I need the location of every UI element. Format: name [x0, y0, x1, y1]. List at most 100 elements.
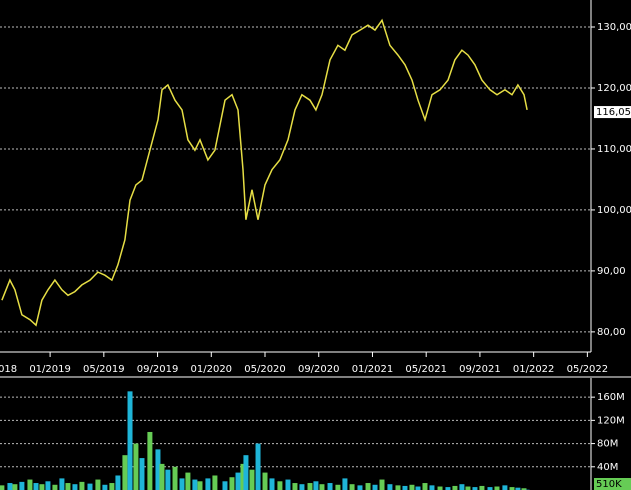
volume-bar	[299, 484, 305, 490]
volume-bar	[521, 488, 527, 490]
y-tick-label: 80,00	[597, 327, 626, 338]
volume-bar	[243, 455, 249, 490]
volume-bar	[402, 485, 408, 490]
volume-bar	[269, 478, 275, 490]
volume-bar	[159, 463, 165, 490]
volume-bar	[240, 463, 246, 490]
volume-bar	[307, 483, 313, 490]
volume-bar	[409, 484, 415, 490]
volume-bar	[39, 484, 45, 490]
volume-bar	[33, 483, 39, 490]
x-tick-label: 05/2022	[567, 364, 609, 375]
volume-bar	[327, 483, 333, 490]
x-tick-label: 05/2021	[405, 364, 447, 375]
volume-bar	[133, 443, 139, 490]
volume-bar	[179, 478, 185, 490]
volume-bar	[437, 486, 443, 490]
volume-bar	[87, 483, 93, 490]
volume-bar	[7, 483, 13, 490]
volume-bar	[465, 486, 471, 490]
volume-bar	[379, 479, 385, 490]
y-tick-label: 100,00	[597, 205, 631, 216]
volume-bar	[155, 449, 161, 490]
volume-bar	[52, 484, 58, 490]
volume-bar	[115, 475, 121, 490]
volume-bar	[249, 469, 255, 490]
volume-bar	[365, 483, 371, 490]
volume-bar	[127, 391, 133, 490]
volume-bar	[27, 479, 33, 490]
volume-bar	[45, 481, 51, 490]
y-tick-label: 110,00	[597, 144, 631, 155]
volume-bar	[459, 484, 465, 490]
x-tick-label: 09/2020	[298, 364, 340, 375]
x-tick-label: 09/2021	[459, 364, 501, 375]
volume-bar	[185, 472, 191, 490]
volume-bar	[0, 485, 5, 490]
volume-bar	[313, 481, 319, 490]
y-tick-label: 120M	[597, 415, 625, 426]
last-value-box	[594, 478, 631, 490]
volume-bar	[422, 483, 428, 490]
volume-bar	[342, 478, 348, 490]
volume-bar	[165, 469, 171, 490]
volume-bar	[109, 483, 115, 490]
volume-bar	[472, 487, 478, 490]
last-value-box	[594, 106, 631, 119]
volume-bar	[335, 484, 341, 490]
volume-bar	[59, 478, 65, 490]
price-line	[1, 18, 528, 327]
x-tick-label: 05/2020	[244, 364, 286, 375]
x-tick-label: 05/2019	[83, 364, 125, 375]
volume-bar	[395, 485, 401, 490]
volume-bar	[487, 487, 493, 490]
volume-bar	[212, 475, 218, 490]
volume-bar	[515, 487, 521, 490]
volume-bar	[235, 472, 241, 490]
volume-bar	[229, 477, 235, 490]
last-value-label: 510K	[596, 479, 622, 490]
y-tick-label: 80M	[597, 439, 618, 450]
volume-bar	[452, 485, 458, 490]
y-tick-label: 40M	[597, 462, 618, 473]
y-tick-label: 130,00	[597, 22, 631, 33]
volume-bar	[445, 487, 451, 490]
volume-bar	[319, 484, 325, 490]
last-value-label: 116,05	[596, 107, 631, 118]
volume-bar	[95, 479, 101, 490]
x-tick-label: 09/2018	[0, 364, 17, 375]
volume-bar	[172, 466, 178, 490]
volume-bar	[479, 485, 485, 490]
volume-bar	[387, 484, 393, 490]
volume-bar	[494, 486, 500, 490]
volume-bar	[357, 485, 363, 490]
volume-bar	[255, 443, 261, 490]
volume-bar	[147, 431, 153, 490]
volume-bar	[192, 479, 198, 490]
volume-bar	[349, 484, 355, 490]
x-tick-label: 09/2019	[137, 364, 179, 375]
volume-bar	[79, 481, 85, 490]
volume-bar	[372, 484, 378, 490]
volume-bar	[19, 481, 25, 490]
volume-bar	[222, 481, 228, 490]
volume-bar	[292, 483, 298, 490]
volume-bar	[415, 486, 421, 490]
volume-bar	[509, 487, 515, 490]
volume-bar	[197, 481, 203, 490]
x-tick-label: 01/2019	[29, 364, 71, 375]
x-tick-label: 01/2022	[513, 364, 555, 375]
volume-bar	[429, 485, 435, 490]
y-tick-label: 90,00	[597, 266, 626, 277]
volume-bar	[285, 479, 291, 490]
volume-bar	[102, 484, 108, 490]
volume-bar	[139, 458, 145, 490]
volume-bar	[12, 484, 18, 490]
volume-bar	[65, 483, 71, 490]
x-tick-label: 01/2020	[191, 364, 233, 375]
y-tick-label: 120,00	[597, 83, 631, 94]
volume-bar	[277, 481, 283, 490]
volume-bar	[72, 484, 78, 490]
y-tick-label: 160M	[597, 392, 625, 403]
